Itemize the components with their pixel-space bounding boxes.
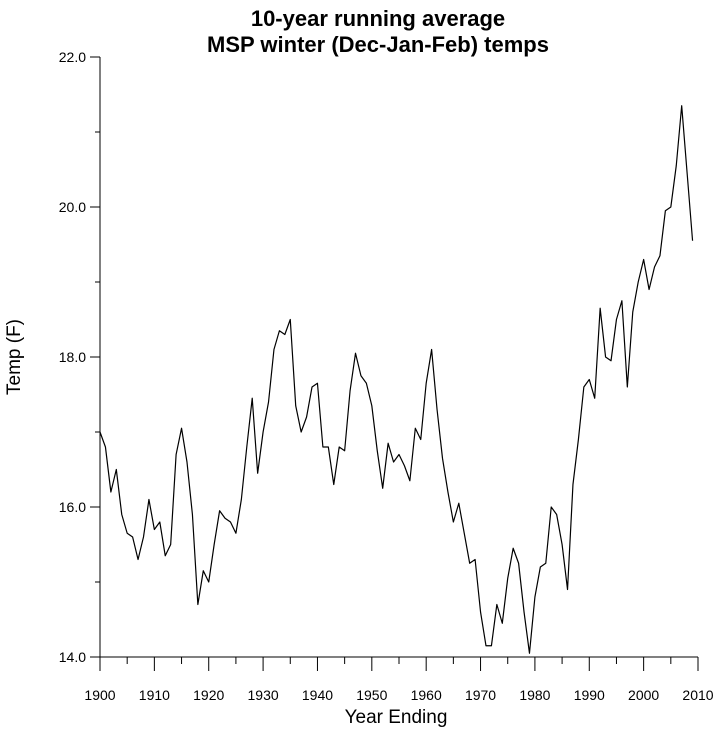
series-layer xyxy=(99,105,694,654)
ticks-layer: 14.0 16.0 18.0 20.0 22.0 1900 1910 1920 1930 1940… xyxy=(59,49,714,703)
x-tick-label: 1910 xyxy=(139,687,170,703)
x-tick-label: 1950 xyxy=(356,687,387,703)
y-tick-label: 18.0 xyxy=(59,349,86,365)
y-tick-label: 20.0 xyxy=(59,199,86,215)
x-tick-label: 2000 xyxy=(628,687,659,703)
x-tick-label: 1970 xyxy=(465,687,496,703)
x-axis-label: Year Ending xyxy=(345,707,448,728)
x-tick-label: 1990 xyxy=(574,687,605,703)
y-tick-label: 14.0 xyxy=(59,649,86,665)
x-tick-label: 1980 xyxy=(519,687,550,703)
y-tick-label: 22.0 xyxy=(59,49,86,65)
series-line-0 xyxy=(99,105,694,654)
y-tick-label: 16.0 xyxy=(59,499,86,515)
chart-subtitle: MSP winter (Dec-Jan-Feb) temps xyxy=(207,32,549,57)
x-tick-label: 1930 xyxy=(248,687,279,703)
y-axis-label: Temp (F) xyxy=(4,319,25,395)
x-tick-label: 1940 xyxy=(302,687,333,703)
x-tick-label: 1900 xyxy=(84,687,115,703)
x-tick-label: 1960 xyxy=(411,687,442,703)
chart-title: 10-year running average xyxy=(251,6,505,31)
x-tick-label: 1920 xyxy=(193,687,224,703)
x-tick-label: 2010 xyxy=(682,687,713,703)
